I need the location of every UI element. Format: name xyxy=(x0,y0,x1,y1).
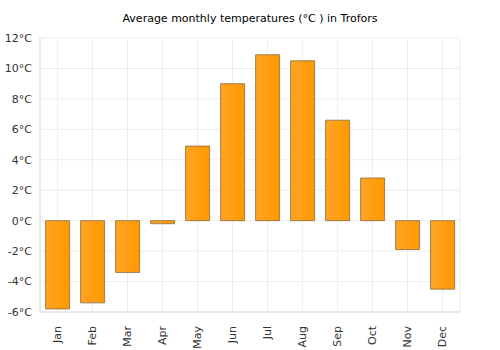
svg-text:-4°C: -4°C xyxy=(8,275,32,288)
svg-text:-2°C: -2°C xyxy=(8,245,32,258)
svg-text:Oct: Oct xyxy=(366,325,379,345)
svg-text:10°C: 10°C xyxy=(8,62,32,75)
svg-text:Feb: Feb xyxy=(86,326,99,345)
svg-text:Nov: Nov xyxy=(401,326,414,348)
svg-text:Aug: Aug xyxy=(296,326,309,347)
svg-text:May: May xyxy=(191,326,204,349)
svg-text:Jun: Jun xyxy=(226,326,239,344)
html-text:Average monthly temperatures (: Average monthly temperatures (°C ) in Tr… xyxy=(122,12,378,25)
svg-text:Mar: Mar xyxy=(121,326,134,347)
svg-text:Jan: Jan xyxy=(51,326,64,344)
svg-text:Sep: Sep xyxy=(331,326,344,347)
svg-text:12°C: 12°C xyxy=(8,32,32,45)
svg-text:6°C: 6°C xyxy=(12,123,32,136)
svg-text:Dec: Dec xyxy=(436,326,449,347)
svg-text:4°C: 4°C xyxy=(12,154,32,167)
svg-text:-6°C: -6°C xyxy=(8,306,32,319)
svg-text:8°C: 8°C xyxy=(12,93,32,106)
svg-text:Jul: Jul xyxy=(261,326,274,340)
svg-text:Apr: Apr xyxy=(156,326,169,346)
svg-text:0°C: 0°C xyxy=(12,215,32,228)
svg-text:2°C: 2°C xyxy=(12,184,32,197)
